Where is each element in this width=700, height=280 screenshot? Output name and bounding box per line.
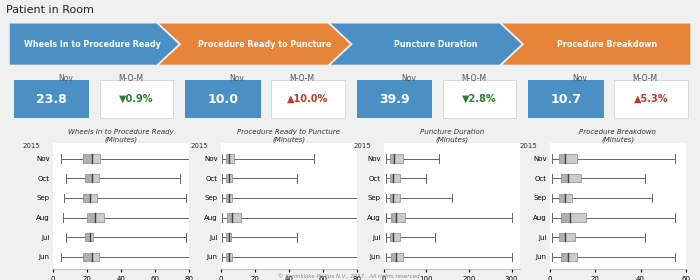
Title: Procedure Breakdown
(Minutes): Procedure Breakdown (Minutes) bbox=[580, 129, 657, 143]
Text: Nov: Nov bbox=[573, 74, 587, 83]
Bar bbox=[390, 174, 393, 182]
Bar bbox=[566, 154, 577, 163]
Bar bbox=[393, 174, 400, 182]
Bar bbox=[391, 253, 395, 261]
Bar bbox=[87, 213, 95, 222]
Bar bbox=[561, 253, 568, 261]
Bar bbox=[229, 174, 232, 182]
Bar bbox=[225, 154, 229, 163]
Bar bbox=[566, 194, 573, 202]
Text: 2015: 2015 bbox=[22, 143, 40, 149]
Text: ▼0.9%: ▼0.9% bbox=[119, 94, 154, 104]
Bar bbox=[390, 233, 393, 241]
Text: Patient in Room: Patient in Room bbox=[6, 5, 94, 15]
Bar bbox=[393, 233, 400, 241]
Bar bbox=[85, 233, 90, 241]
Bar bbox=[92, 253, 99, 261]
Title: Procedure Ready to Puncture
(Minutes): Procedure Ready to Puncture (Minutes) bbox=[237, 129, 340, 143]
Bar bbox=[528, 80, 604, 118]
Polygon shape bbox=[10, 24, 178, 65]
Bar bbox=[559, 233, 566, 241]
Bar bbox=[95, 213, 104, 222]
Text: 2015: 2015 bbox=[519, 143, 537, 149]
Text: Nov: Nov bbox=[401, 74, 416, 83]
Bar bbox=[225, 253, 229, 261]
Bar bbox=[390, 154, 394, 163]
Bar bbox=[561, 213, 570, 222]
Bar bbox=[559, 194, 566, 202]
Text: M-O-M: M-O-M bbox=[632, 74, 657, 83]
Bar bbox=[225, 194, 229, 202]
Bar bbox=[442, 80, 517, 118]
Bar bbox=[570, 213, 586, 222]
Bar bbox=[395, 213, 405, 222]
Text: ▼2.8%: ▼2.8% bbox=[462, 94, 497, 104]
Bar bbox=[393, 194, 400, 202]
Text: 10.7: 10.7 bbox=[551, 92, 582, 106]
Bar bbox=[395, 253, 402, 261]
Bar bbox=[391, 213, 395, 222]
Bar bbox=[357, 80, 433, 118]
Polygon shape bbox=[503, 24, 690, 65]
Text: 23.8: 23.8 bbox=[36, 92, 67, 106]
Text: ▲10.0%: ▲10.0% bbox=[288, 94, 328, 104]
Polygon shape bbox=[331, 24, 522, 65]
Title: Wheels In to Procedure Ready
(Minutes): Wheels In to Procedure Ready (Minutes) bbox=[68, 129, 174, 143]
Bar bbox=[85, 174, 92, 182]
Text: © Koninklijke Philips N.V., 2017.  All rights reserved.: © Koninklijke Philips N.V., 2017. All ri… bbox=[279, 273, 421, 279]
Bar bbox=[90, 194, 97, 202]
Text: 10.0: 10.0 bbox=[208, 92, 239, 106]
Bar bbox=[14, 80, 90, 118]
Bar bbox=[568, 253, 577, 261]
Bar bbox=[229, 154, 234, 163]
Text: ▲5.3%: ▲5.3% bbox=[634, 94, 668, 104]
Bar bbox=[83, 154, 92, 163]
Text: 2015: 2015 bbox=[190, 143, 208, 149]
Bar bbox=[228, 213, 232, 222]
Bar bbox=[83, 253, 92, 261]
Bar bbox=[232, 213, 241, 222]
Bar bbox=[271, 80, 345, 118]
Bar bbox=[394, 154, 402, 163]
Bar bbox=[561, 174, 568, 182]
Text: Nov: Nov bbox=[58, 74, 73, 83]
Text: Procedure Ready to Puncture: Procedure Ready to Puncture bbox=[197, 39, 331, 49]
Bar bbox=[90, 233, 93, 241]
Bar bbox=[614, 80, 688, 118]
Bar bbox=[83, 194, 90, 202]
Bar bbox=[559, 154, 566, 163]
Bar bbox=[229, 233, 231, 241]
Bar bbox=[566, 233, 575, 241]
Text: 39.9: 39.9 bbox=[379, 92, 410, 106]
Bar bbox=[99, 80, 174, 118]
Text: Wheels In to Procedure Ready: Wheels In to Procedure Ready bbox=[25, 39, 161, 49]
Bar bbox=[186, 80, 261, 118]
Text: M-O-M: M-O-M bbox=[461, 74, 486, 83]
Text: M-O-M: M-O-M bbox=[118, 74, 143, 83]
Bar bbox=[92, 154, 100, 163]
Bar bbox=[229, 253, 232, 261]
Text: Nov: Nov bbox=[230, 74, 244, 83]
Bar bbox=[229, 194, 232, 202]
Bar bbox=[568, 174, 581, 182]
Text: M-O-M: M-O-M bbox=[289, 74, 314, 83]
Text: Puncture Duration: Puncture Duration bbox=[394, 39, 477, 49]
Bar bbox=[92, 174, 99, 182]
Text: 2015: 2015 bbox=[354, 143, 371, 149]
Bar bbox=[390, 194, 393, 202]
Title: Puncture Duration
(Minutes): Puncture Duration (Minutes) bbox=[420, 129, 484, 143]
Polygon shape bbox=[160, 24, 350, 65]
Bar bbox=[225, 174, 229, 182]
Text: Procedure Breakdown: Procedure Breakdown bbox=[557, 39, 657, 49]
Bar bbox=[225, 233, 229, 241]
